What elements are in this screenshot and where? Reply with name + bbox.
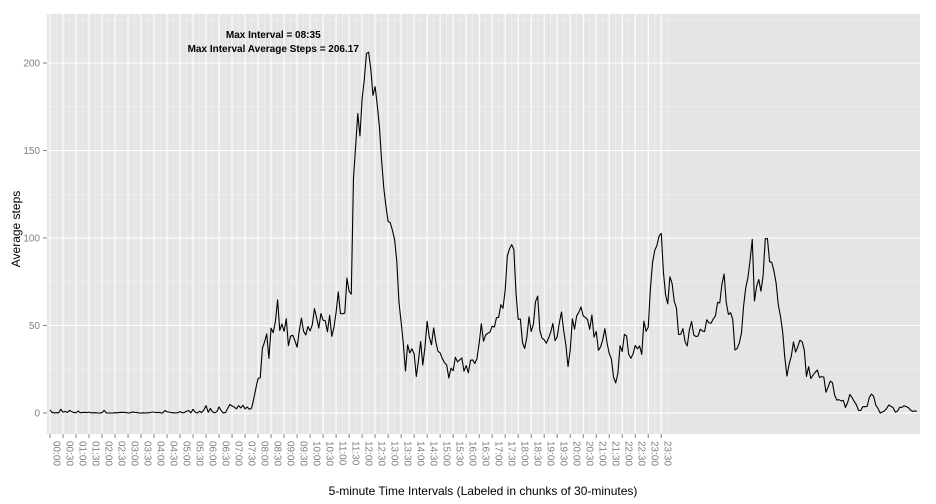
x-tick-label: 08:00 — [259, 441, 270, 466]
annotation-max-interval: Max Interval = 08:35 — [226, 30, 321, 41]
grid-minor — [47, 14, 920, 434]
x-tick-label: 14:30 — [428, 441, 439, 466]
x-tick-label: 00:00 — [51, 441, 62, 466]
x-tick-label: 17:00 — [493, 441, 504, 466]
x-tick-label: 11:30 — [350, 441, 361, 466]
series-line-average-steps — [49, 51, 918, 414]
x-tick-label: 10:30 — [324, 441, 335, 466]
y-tick-label: 200 — [23, 59, 40, 70]
x-tick-label: 10:00 — [311, 441, 322, 466]
x-tick-label: 20:30 — [584, 441, 595, 466]
x-tick-label: 19:00 — [545, 441, 556, 466]
x-tick-label: 01:00 — [77, 441, 88, 466]
x-tick-label: 11:00 — [337, 441, 348, 466]
x-tick-label: 21:00 — [597, 441, 608, 466]
x-tick-label: 22:00 — [623, 441, 634, 466]
x-axis-title: 5-minute Time Intervals (Labeled in chun… — [329, 484, 638, 498]
x-tick-label: 07:00 — [233, 441, 244, 466]
x-tick-label: 05:00 — [181, 441, 192, 466]
x-tick-label: 17:30 — [506, 441, 517, 466]
x-tick-label: 12:00 — [363, 441, 374, 466]
x-tick-label: 04:00 — [155, 441, 166, 466]
x-tick-label: 00:30 — [64, 441, 75, 466]
x-tick-label: 03:00 — [129, 441, 140, 466]
x-tick-label: 12:30 — [376, 441, 387, 466]
panel-background — [47, 14, 920, 434]
x-tick-label: 22:30 — [636, 441, 647, 466]
x-tick-label: 06:30 — [220, 441, 231, 466]
y-axis-title: Average steps — [9, 191, 23, 268]
x-tick-label: 04:30 — [168, 441, 179, 466]
x-tick-label: 16:30 — [480, 441, 491, 466]
y-tick-label: 100 — [23, 234, 40, 245]
y-tick-label: 150 — [23, 146, 40, 157]
x-tick-label: 13:30 — [402, 441, 413, 466]
x-tick-label: 07:30 — [246, 441, 257, 466]
x-tick-label: 16:00 — [467, 441, 478, 466]
y-tick-label: 50 — [29, 321, 41, 332]
annotation-max-average-steps: Max Interval Average Steps = 206.17 — [188, 44, 360, 55]
x-tick-label: 20:00 — [571, 441, 582, 466]
x-tick-label: 18:30 — [532, 441, 543, 466]
x-tick-label: 02:00 — [103, 441, 114, 466]
y-axis: 0 50 100 150 200 — [23, 59, 47, 420]
grid-major — [47, 14, 920, 434]
x-tick-label: 14:00 — [415, 441, 426, 466]
x-tick-label: 05:30 — [194, 441, 205, 466]
x-tick-label: 18:00 — [519, 441, 530, 466]
x-tick-label: 13:00 — [389, 441, 400, 466]
x-tick-label: 21:30 — [610, 441, 621, 466]
x-tick-label: 19:30 — [558, 441, 569, 466]
x-tick-label: 01:30 — [90, 441, 101, 466]
y-tick-label: 0 — [34, 409, 40, 420]
x-tick-label: 23:00 — [649, 441, 660, 466]
x-tick-label: 09:30 — [298, 441, 309, 466]
x-tick-label: 15:30 — [454, 441, 465, 466]
x-tick-label: 09:00 — [285, 441, 296, 466]
x-tick-label: 03:30 — [142, 441, 153, 466]
x-tick-label: 08:30 — [272, 441, 283, 466]
x-axis: 00:00 00:30 01:00 01:30 02:00 02:30 03:00 03:30… — [49, 434, 673, 466]
x-tick-label: 02:30 — [116, 441, 127, 466]
x-tick-label: 06:00 — [207, 441, 218, 466]
x-tick-label: 23:30 — [662, 441, 673, 466]
x-tick-label: 15:00 — [441, 441, 452, 466]
